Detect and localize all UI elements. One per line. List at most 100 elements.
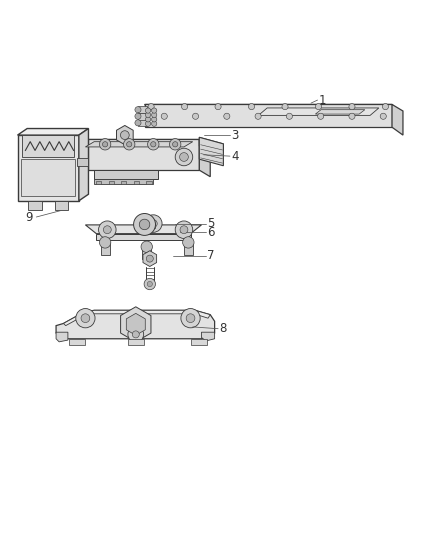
- Polygon shape: [201, 332, 215, 341]
- Circle shape: [186, 314, 195, 322]
- Circle shape: [146, 255, 153, 262]
- Circle shape: [135, 113, 141, 119]
- Circle shape: [152, 108, 157, 113]
- Circle shape: [382, 103, 389, 110]
- Circle shape: [224, 113, 230, 119]
- Polygon shape: [142, 247, 151, 259]
- Text: 5: 5: [207, 217, 215, 230]
- Polygon shape: [28, 201, 42, 209]
- Polygon shape: [191, 339, 207, 345]
- Circle shape: [318, 113, 324, 119]
- Polygon shape: [69, 339, 85, 345]
- Polygon shape: [128, 339, 144, 345]
- Circle shape: [141, 241, 152, 253]
- Polygon shape: [94, 179, 153, 184]
- Circle shape: [170, 139, 181, 150]
- Circle shape: [145, 108, 151, 113]
- Circle shape: [103, 226, 111, 233]
- Polygon shape: [85, 142, 193, 147]
- Polygon shape: [184, 243, 193, 255]
- Polygon shape: [56, 332, 68, 342]
- Text: 6: 6: [207, 226, 215, 239]
- Circle shape: [99, 139, 111, 150]
- Bar: [134, 181, 139, 184]
- Circle shape: [139, 219, 150, 230]
- Bar: [96, 181, 101, 184]
- Polygon shape: [120, 307, 151, 342]
- Polygon shape: [77, 140, 199, 148]
- Circle shape: [76, 309, 95, 328]
- Circle shape: [175, 148, 193, 166]
- Polygon shape: [138, 106, 147, 113]
- Circle shape: [161, 113, 167, 119]
- Polygon shape: [117, 125, 133, 145]
- Text: 1: 1: [319, 94, 326, 107]
- Polygon shape: [134, 224, 155, 228]
- Circle shape: [151, 142, 156, 147]
- Polygon shape: [199, 138, 223, 152]
- Polygon shape: [88, 140, 199, 170]
- Circle shape: [124, 139, 135, 150]
- Polygon shape: [126, 313, 145, 335]
- Polygon shape: [101, 243, 110, 255]
- Polygon shape: [315, 110, 365, 114]
- Text: 4: 4: [231, 150, 239, 163]
- Circle shape: [380, 113, 386, 119]
- Bar: [109, 181, 114, 184]
- Circle shape: [99, 221, 116, 238]
- Circle shape: [128, 327, 144, 342]
- Circle shape: [145, 117, 151, 122]
- Circle shape: [152, 117, 157, 122]
- Circle shape: [145, 112, 151, 118]
- Circle shape: [147, 281, 152, 287]
- Polygon shape: [21, 159, 75, 197]
- Circle shape: [81, 314, 90, 322]
- Bar: [146, 181, 152, 184]
- Text: 8: 8: [219, 322, 227, 335]
- Circle shape: [180, 226, 188, 233]
- Circle shape: [192, 113, 198, 119]
- Text: 9: 9: [25, 211, 33, 223]
- Circle shape: [248, 103, 254, 110]
- Polygon shape: [145, 104, 392, 118]
- Circle shape: [175, 221, 193, 238]
- Circle shape: [132, 331, 139, 338]
- Circle shape: [349, 103, 355, 110]
- Polygon shape: [96, 233, 191, 240]
- Circle shape: [102, 142, 108, 147]
- Circle shape: [144, 278, 155, 290]
- Circle shape: [181, 309, 200, 328]
- Polygon shape: [64, 310, 210, 326]
- Circle shape: [135, 120, 141, 126]
- Polygon shape: [138, 119, 147, 126]
- Polygon shape: [199, 140, 210, 177]
- Circle shape: [181, 103, 187, 110]
- Circle shape: [215, 103, 221, 110]
- Circle shape: [99, 237, 111, 248]
- Circle shape: [315, 103, 321, 110]
- Polygon shape: [55, 201, 68, 209]
- Circle shape: [255, 113, 261, 119]
- Polygon shape: [22, 135, 74, 157]
- Circle shape: [135, 107, 141, 113]
- Circle shape: [145, 121, 151, 126]
- Polygon shape: [18, 128, 88, 135]
- Circle shape: [145, 215, 162, 232]
- Circle shape: [183, 237, 194, 248]
- Polygon shape: [85, 225, 201, 233]
- Circle shape: [152, 112, 157, 118]
- Polygon shape: [77, 158, 88, 166]
- Circle shape: [349, 113, 355, 119]
- Circle shape: [286, 113, 293, 119]
- Polygon shape: [79, 128, 88, 201]
- Circle shape: [148, 139, 159, 150]
- Polygon shape: [18, 135, 79, 201]
- Polygon shape: [145, 104, 392, 127]
- Polygon shape: [258, 108, 379, 115]
- Polygon shape: [392, 104, 403, 135]
- Polygon shape: [199, 138, 223, 166]
- Circle shape: [127, 142, 132, 147]
- Circle shape: [134, 214, 155, 236]
- Circle shape: [149, 220, 157, 228]
- Polygon shape: [94, 170, 158, 179]
